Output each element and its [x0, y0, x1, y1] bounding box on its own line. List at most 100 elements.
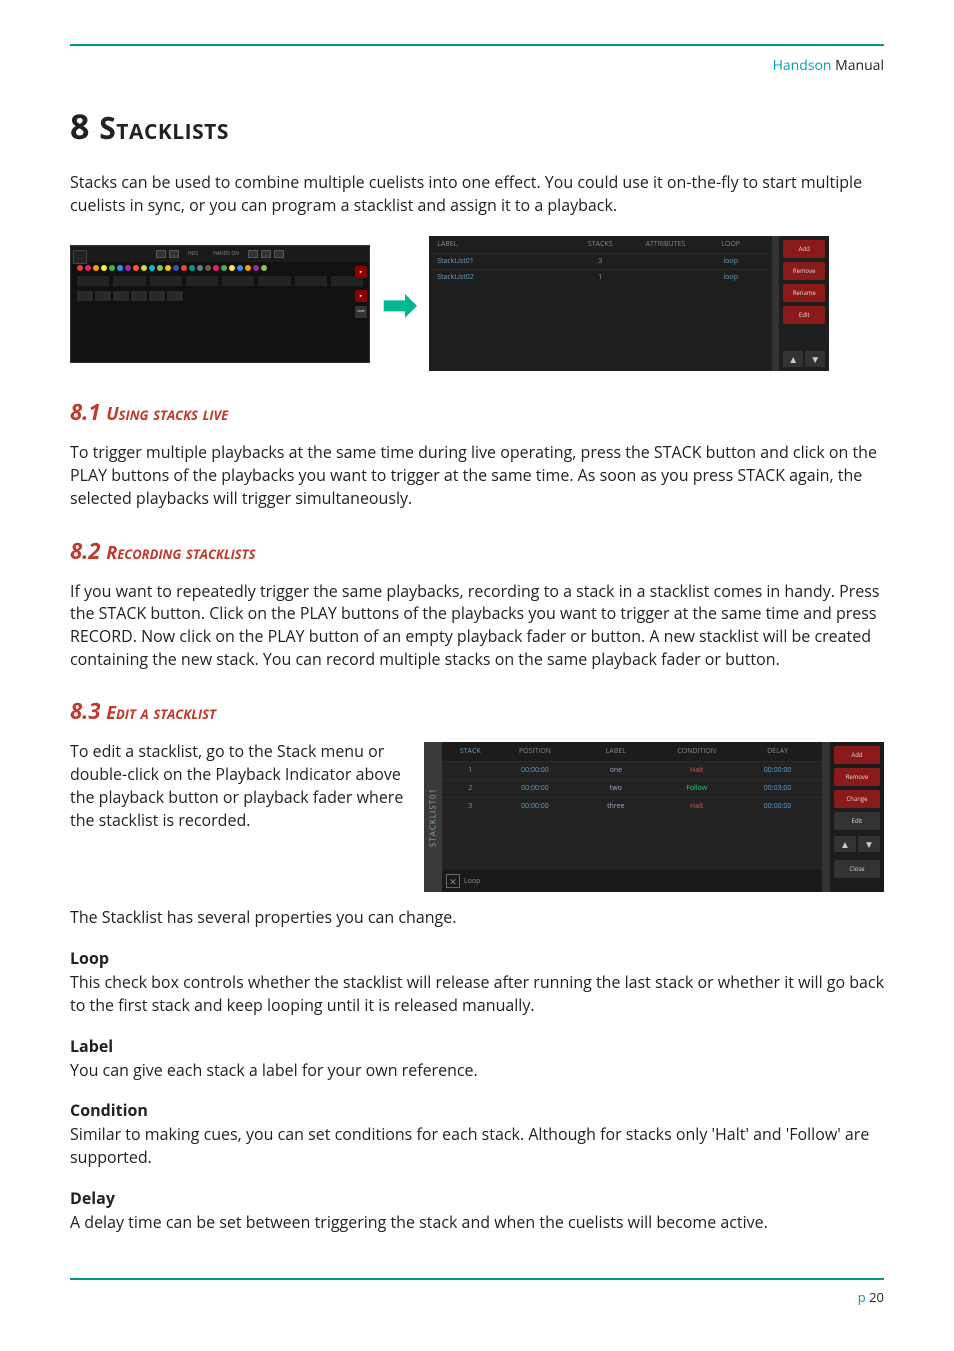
color-dot [197, 265, 203, 271]
side-button: Live [355, 306, 367, 318]
topbar-icon [274, 250, 284, 258]
remove-button[interactable]: Remove [834, 768, 880, 786]
intro-paragraph: Stacks can be used to combine multiple c… [70, 171, 884, 216]
topbar-icon [156, 250, 166, 258]
footer-rule [70, 1278, 884, 1280]
cell-label: one [575, 766, 656, 775]
cell-stack: 3 [446, 802, 495, 811]
editor-rows: 100:00:00oneHalt00:00:00200:00:00twoFoll… [442, 761, 822, 815]
brand-label: HDS [188, 251, 198, 257]
color-dot [101, 265, 107, 271]
close-button[interactable]: Close [834, 860, 880, 878]
playback-button [131, 291, 147, 301]
cell-label: three [575, 802, 656, 811]
edit-button[interactable]: Edit [783, 306, 825, 324]
prop-delay-body: A delay time can be set between triggeri… [70, 1211, 884, 1234]
page: Handson Manual 8 Stacklists Stacks can b… [0, 0, 954, 1336]
prop-label-body: You can give each stack a label for your… [70, 1059, 884, 1082]
color-dot [85, 265, 91, 271]
color-dot [213, 265, 219, 271]
cell-stacks: 3 [568, 257, 633, 266]
chapter-heading: 8 Stacklists [70, 103, 884, 149]
stacklist-table: LABEL STACKS ATTRIBUTES LOOP StackList01… [429, 236, 771, 371]
cell-condition: Halt [656, 802, 737, 811]
add-button[interactable]: Add [783, 240, 825, 258]
arrow-icon: ➡ [382, 275, 417, 332]
editor-figure: STACKLIST01 STACK POSITION LABEL CONDITI… [424, 742, 884, 892]
header-text: Handson Manual [70, 56, 884, 75]
topbar-icon [169, 250, 179, 258]
rename-button[interactable]: Rename [783, 284, 825, 302]
fader [113, 276, 145, 286]
nav-buttons: ▲ ▼ [783, 351, 825, 367]
figure-row-1: HDS HANDS ON ► ► Live ➡ [70, 236, 884, 371]
color-dot [245, 265, 251, 271]
cell-position: 00:00:00 [495, 784, 576, 793]
cell-position: 00:00:00 [495, 802, 576, 811]
editor-tab: STACKLIST01 [424, 742, 442, 892]
fader [258, 276, 290, 286]
playback-button [77, 291, 93, 301]
nav-buttons: ▲ ▼ [834, 836, 880, 852]
editor-header: STACK POSITION LABEL CONDITION DELAY [442, 742, 822, 761]
color-dot [149, 265, 155, 271]
edit-button[interactable]: Edit [834, 812, 880, 830]
prop-condition-body: Similar to making cues, you can set cond… [70, 1123, 884, 1168]
col-label: LABEL [437, 240, 567, 249]
section-heading-8-1: 8.1 Using stacks live [70, 397, 884, 427]
color-dot [221, 265, 227, 271]
up-icon[interactable]: ▲ [783, 351, 803, 367]
cell-loop: loop [698, 273, 763, 282]
page-prefix: p [858, 1288, 869, 1306]
header-brand: Handson [773, 56, 832, 75]
scrollbar [771, 236, 779, 371]
fader-row [71, 274, 369, 288]
col-attributes: ATTRIBUTES [633, 240, 698, 249]
col-stacks: STACKS [568, 240, 633, 249]
cell-attr [633, 273, 698, 282]
color-dot [109, 265, 115, 271]
console-topbar: HDS HANDS ON [71, 246, 369, 262]
cell-label: two [575, 784, 656, 793]
section-8-3-body-2: The Stacklist has several properties you… [70, 906, 884, 929]
section-heading-8-3: 8.3 Edit a stacklist [70, 696, 884, 726]
cell-condition: Halt [656, 766, 737, 775]
add-button[interactable]: Add [834, 746, 880, 764]
cell-loop: loop [698, 257, 763, 266]
button-row [71, 288, 369, 304]
side-button: ► [355, 266, 367, 278]
down-icon[interactable]: ▼ [858, 836, 880, 852]
loop-label: Loop [464, 877, 480, 886]
color-dot [141, 265, 147, 271]
topbar-icon [248, 250, 258, 258]
change-button[interactable]: Change [834, 790, 880, 808]
editor-content: STACK POSITION LABEL CONDITION DELAY 100… [442, 742, 822, 892]
page-number: 20 [869, 1288, 884, 1306]
handson-label: HANDS ON [213, 251, 239, 257]
color-dot [229, 265, 235, 271]
remove-button[interactable]: Remove [783, 262, 825, 280]
cell-position: 00:00:00 [495, 766, 576, 775]
color-dot [117, 265, 123, 271]
header-rule-top [70, 44, 884, 46]
color-dot [133, 265, 139, 271]
col-loop: LOOP [698, 240, 763, 249]
cell-stack: 2 [446, 784, 495, 793]
loop-checkbox-icon[interactable]: ✕ [446, 874, 460, 888]
up-icon[interactable]: ▲ [834, 836, 856, 852]
cell-delay: 00:00:00 [737, 766, 818, 775]
table-header: LABEL STACKS ATTRIBUTES LOOP [429, 236, 771, 253]
color-dot [205, 265, 211, 271]
col-delay: DELAY [737, 747, 818, 756]
playback-button [113, 291, 129, 301]
editor-footer: ✕ Loop [442, 870, 822, 892]
col-condition: CONDITION [656, 747, 737, 756]
color-dot [173, 265, 179, 271]
fader [77, 276, 109, 286]
down-icon[interactable]: ▼ [805, 351, 825, 367]
color-dot [165, 265, 171, 271]
stacklist-editor: STACKLIST01 STACK POSITION LABEL CONDITI… [424, 742, 884, 892]
cell-label: StackList01 [437, 257, 567, 266]
prop-condition-heading: Condition [70, 1099, 884, 1121]
editor-row: 300:00:00threeHalt00:00:00 [442, 797, 822, 815]
